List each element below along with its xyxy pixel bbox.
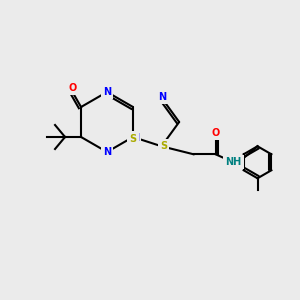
Text: O: O	[212, 128, 220, 138]
Text: S: S	[129, 134, 137, 144]
Text: N: N	[103, 147, 111, 157]
Text: N: N	[103, 87, 111, 97]
Text: N: N	[131, 133, 139, 143]
Text: N: N	[158, 92, 166, 102]
Text: S: S	[160, 141, 167, 151]
Text: O: O	[69, 83, 77, 93]
Text: NH: NH	[225, 157, 242, 167]
